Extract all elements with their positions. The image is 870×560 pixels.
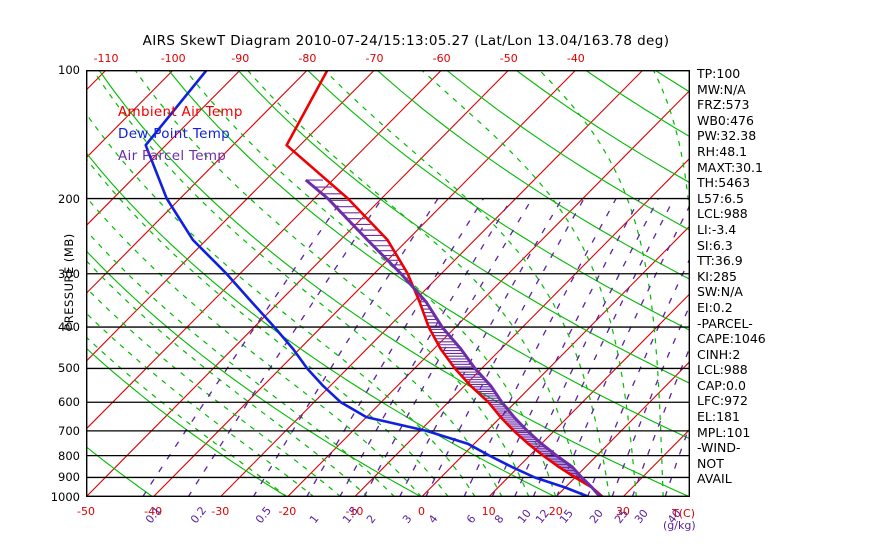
x-axis-title-temperature: T(C): [672, 507, 695, 520]
pressure-tick-label: 500: [58, 361, 80, 376]
index-row: FRZ:573: [697, 97, 750, 113]
y-axis-title: PRESSURE (MB): [62, 233, 76, 331]
top-temp-tick-label: -90: [231, 52, 250, 65]
mixing-ratio-tick-label: 4: [425, 512, 441, 527]
skewt-canvas: [86, 70, 690, 497]
pressure-tick-label: 200: [58, 191, 80, 206]
bottom-temp-tick-label: -40: [144, 505, 163, 518]
plot-area: Ambient Air Temp Dew Point Temp Air Parc…: [86, 70, 690, 497]
index-row: TH:5463: [697, 175, 751, 191]
cape-shaded-region: [311, 185, 596, 492]
index-row: EI:0.2: [697, 299, 733, 315]
index-row: WB0:476: [697, 112, 754, 128]
index-row: MW:N/A: [697, 81, 746, 97]
pressure-tick-label: 600: [58, 395, 80, 410]
bottom-temp-tick-label: 0: [418, 505, 426, 518]
plot-frame: [86, 70, 690, 497]
mixing-ratio-tick-label: 0.2: [188, 504, 210, 527]
index-row: -WIND-: [697, 440, 741, 456]
index-row: KI:285: [697, 268, 737, 284]
index-row: RH:48.1: [697, 143, 748, 159]
index-row: SW:N/A: [697, 284, 743, 300]
mixing-ratio-lines: [141, 198, 690, 497]
index-row: LCL:988: [697, 206, 748, 222]
pressure-tick-label: 100: [58, 63, 80, 77]
top-temp-tick-label: -70: [365, 52, 384, 65]
index-row: TP:100: [697, 66, 741, 81]
top-temp-tick-label: -100: [160, 52, 186, 65]
legend-air-parcel-temp: Air Parcel Temp: [118, 148, 227, 164]
bottom-temp-tick-label: -10: [345, 505, 364, 518]
isobar-lines: [86, 70, 690, 497]
top-temp-tick-label: -40: [566, 52, 585, 65]
index-row: NOT: [697, 455, 724, 471]
bottom-temp-tick-label: 10: [481, 505, 496, 518]
index-row: LFC:972: [697, 393, 748, 409]
mixing-ratio-tick-label: 10: [514, 506, 534, 527]
index-row: EL:181: [697, 409, 740, 425]
index-row: -PARCEL-: [697, 315, 753, 331]
cape-hatch-lines: [305, 179, 597, 493]
index-row: CINH:2: [697, 346, 741, 362]
pressure-tick-label: 700: [58, 423, 80, 438]
mixing-ratio-tick-label: 30: [632, 506, 652, 527]
moist-adiabat-lines: [86, 70, 690, 497]
index-row: TT:36.9: [697, 253, 743, 269]
mixing-ratio-tick-label: 3: [399, 512, 415, 527]
index-row: LCL:988: [697, 362, 748, 378]
pressure-tick-label: 300: [58, 266, 80, 281]
mixing-ratio-tick-label: 8: [492, 512, 507, 527]
top-temp-tick-label: -80: [298, 52, 317, 65]
index-row: SI:6.3: [697, 237, 733, 253]
top-temp-tick-label: -60: [432, 52, 451, 65]
mixing-ratio-tick-label: 6: [463, 512, 479, 527]
index-row: CAP:0.0: [697, 377, 746, 393]
legend-dew-point-temp: Dew Point Temp: [118, 126, 231, 142]
top-temp-tick-label: -110: [93, 52, 119, 65]
sounding-indices-panel: TP:100 MW:N/A FRZ:573 WB0:476 PW:32.38 RH:48.…: [697, 66, 817, 487]
index-row: MAXT:30.1: [697, 159, 763, 175]
top-temp-tick-label: -50: [499, 52, 518, 65]
pressure-tick-label: 400: [58, 320, 80, 335]
bottom-temp-tick-label: -20: [278, 505, 297, 518]
index-row: L57:6.5: [697, 190, 744, 206]
index-row: LI:-3.4: [697, 221, 737, 237]
index-row: AVAIL: [697, 471, 732, 487]
pressure-tick-label: 900: [58, 470, 80, 485]
dewpoint-curve: [144, 70, 590, 497]
ambient-temp-curve: [285, 70, 604, 497]
legend-ambient-air-temp: Ambient Air Temp: [118, 104, 243, 120]
mixing-ratio-tick-label: 2: [363, 512, 379, 527]
mixing-ratio-tick-label: 0.5: [253, 504, 275, 527]
bottom-temp-tick-label: 20: [548, 505, 563, 518]
bottom-temp-tick-label: -30: [211, 505, 230, 518]
pressure-tick-label: 800: [58, 448, 80, 463]
page-title: AIRS SkewT Diagram 2010-07-24/15:13:05.2…: [142, 33, 670, 49]
index-row: MPL:101: [697, 424, 751, 440]
mixing-ratio-tick-label: 1: [306, 512, 322, 527]
bottom-temp-tick-label: -50: [77, 505, 95, 518]
bottom-temp-tick-label: 30: [615, 505, 630, 518]
parcel-temp-curve: [304, 178, 604, 497]
pressure-tick-label: 1000: [50, 490, 80, 504]
x-axis-title-mixing-ratio: (g/kg): [663, 519, 696, 532]
index-row: PW:32.38: [697, 128, 757, 144]
mixing-ratio-tick-label: 20: [587, 506, 607, 527]
index-row: CAPE:1046: [697, 331, 766, 347]
